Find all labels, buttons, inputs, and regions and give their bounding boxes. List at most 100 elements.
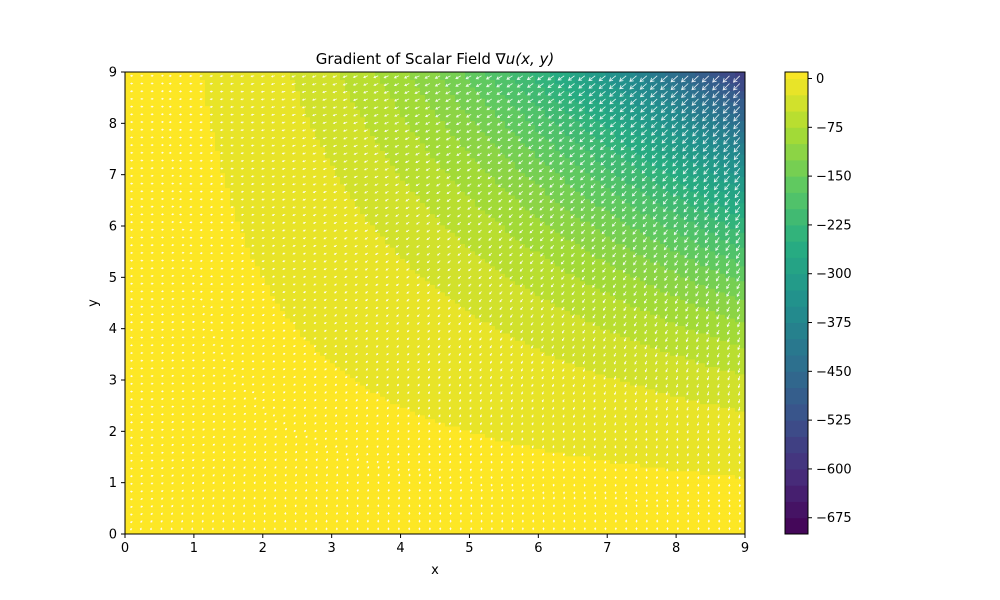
heatmap-cell: [215, 172, 221, 177]
heatmap-cell: [160, 519, 166, 524]
heatmap-cell: [265, 388, 271, 394]
heatmap-cell: [125, 392, 131, 397]
heatmap-cell: [230, 194, 236, 200]
heatmap-cell: [155, 150, 161, 155]
heatmap-cell: [245, 142, 251, 148]
heatmap-cell: [185, 116, 191, 122]
heatmap-cell: [265, 329, 271, 334]
heatmap-cell: [195, 202, 201, 207]
heatmap-cell: [125, 120, 131, 125]
heatmap-cell: [145, 295, 151, 300]
heatmap-cell: [310, 146, 316, 151]
heatmap-cell: [230, 478, 236, 483]
heatmap-cell: [125, 180, 131, 185]
heatmap-cell: [300, 347, 306, 353]
heatmap-cell: [240, 79, 246, 84]
heatmap-cell: [230, 221, 236, 226]
heatmap-cell: [295, 370, 301, 375]
heatmap-cell: [230, 403, 236, 408]
heatmap-cell: [270, 466, 276, 472]
heatmap-cell: [235, 139, 241, 144]
heatmap-cell: [300, 526, 306, 531]
heatmap-cell: [140, 425, 146, 431]
heatmap-cell: [315, 478, 321, 483]
heatmap-cell: [155, 425, 161, 431]
heatmap-cell: [250, 314, 256, 319]
heatmap-cell: [270, 303, 276, 308]
heatmap-cell: [135, 194, 141, 200]
heatmap-cell: [320, 101, 326, 107]
heatmap-cell: [275, 478, 281, 483]
heatmap-cell: [265, 474, 271, 479]
heatmap-cell: [315, 273, 321, 278]
heatmap-cell: [290, 396, 296, 401]
heatmap-cell: [315, 254, 321, 259]
heatmap-cell: [325, 437, 331, 442]
heatmap-cell: [300, 373, 306, 379]
heatmap-cell: [215, 180, 221, 185]
heatmap-cell: [305, 262, 311, 267]
heatmap-cell: [230, 392, 236, 397]
heatmap-cell: [265, 124, 271, 129]
heatmap-cell: [220, 336, 226, 341]
heatmap-cell: [235, 269, 241, 274]
heatmap-cell: [250, 444, 256, 449]
heatmap-cell: [190, 317, 196, 323]
heatmap-cell: [300, 500, 306, 505]
heatmap-cell: [145, 176, 151, 181]
heatmap-cell: [205, 187, 211, 192]
heatmap-cell: [305, 299, 311, 304]
heatmap-cell: [230, 131, 236, 136]
heatmap-cell: [295, 463, 301, 468]
heatmap-cell: [195, 507, 201, 513]
heatmap-cell: [255, 314, 261, 319]
heatmap-cell: [240, 317, 246, 323]
heatmap-cell: [140, 247, 146, 252]
heatmap-cell: [220, 262, 226, 267]
heatmap-cell: [185, 299, 191, 304]
heatmap-cell: [285, 347, 291, 353]
heatmap-cell: [260, 172, 266, 177]
heatmap-cell: [210, 370, 216, 375]
heatmap-cell: [275, 485, 281, 490]
heatmap-cell: [150, 139, 156, 144]
heatmap-cell: [230, 429, 236, 435]
heatmap-cell: [205, 429, 211, 435]
heatmap-cell: [245, 262, 251, 267]
heatmap-cell: [130, 466, 136, 472]
heatmap-cell: [285, 191, 291, 196]
heatmap-cell: [235, 146, 241, 151]
heatmap-cell: [300, 288, 306, 293]
heatmap-cell: [310, 496, 316, 502]
heatmap-cell: [250, 526, 256, 531]
heatmap-cell: [180, 321, 186, 326]
heatmap-cell: [305, 325, 311, 330]
heatmap-cell: [305, 75, 311, 81]
heatmap-cell: [310, 209, 316, 215]
heatmap-cell: [205, 463, 211, 468]
heatmap-cell: [200, 332, 206, 338]
heatmap-cell: [135, 295, 141, 300]
heatmap-cell: [130, 83, 136, 88]
heatmap-cell: [225, 470, 231, 475]
heatmap-cell: [315, 206, 321, 211]
heatmap-cell: [165, 526, 171, 531]
heatmap-cell: [320, 459, 326, 464]
heatmap-cell: [235, 228, 241, 233]
heatmap-cell: [135, 98, 141, 103]
heatmap-cell: [125, 351, 131, 356]
heatmap-cell: [155, 183, 161, 189]
heatmap-cell: [275, 325, 281, 330]
heatmap-cell: [130, 165, 136, 170]
heatmap-cell: [140, 299, 146, 304]
heatmap-cell: [320, 392, 326, 397]
heatmap-cell: [295, 258, 301, 263]
heatmap-cell: [230, 273, 236, 278]
heatmap-cell: [150, 228, 156, 233]
heatmap-cell: [305, 176, 311, 181]
heatmap-cell: [245, 232, 251, 237]
heatmap-cell: [305, 511, 311, 516]
heatmap-cell: [285, 418, 291, 423]
heatmap-cell: [295, 485, 301, 490]
heatmap-cell: [310, 213, 316, 218]
